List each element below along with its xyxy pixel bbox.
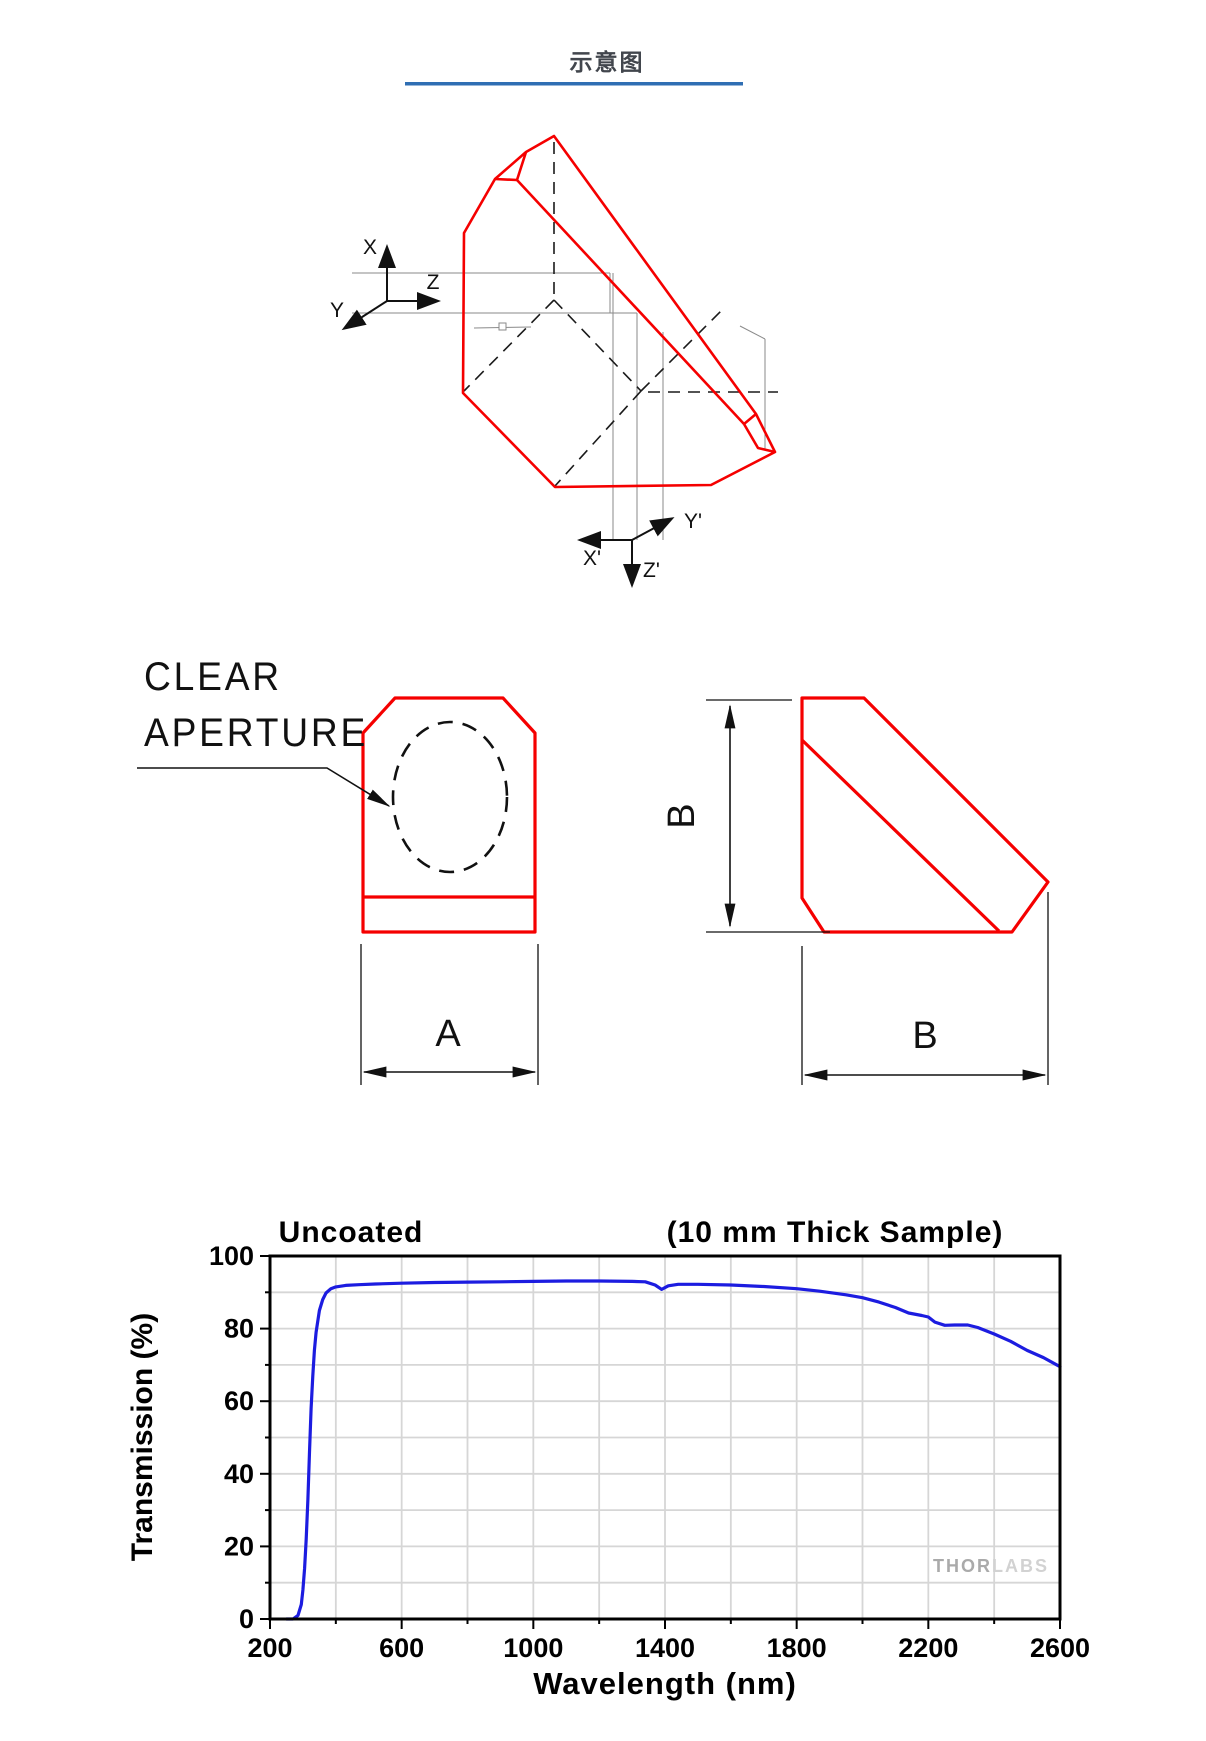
hidden-edges bbox=[463, 142, 778, 487]
watermark-bold-part: THOR bbox=[933, 1556, 992, 1576]
clear-aperture-leader-line bbox=[137, 767, 391, 807]
clear-aperture-ellipse bbox=[391, 720, 509, 874]
x-tick-label: 1800 bbox=[767, 1633, 827, 1663]
axis-label-z: Z bbox=[427, 271, 440, 294]
side-view-outline bbox=[800, 696, 1050, 934]
transmission-chart: Uncoated (10 mm Thick Sample) Transmissi… bbox=[126, 1216, 1090, 1701]
dimension-b-vertical: B bbox=[661, 699, 830, 933]
title-underline bbox=[405, 82, 743, 86]
axes-xyz-prime bbox=[577, 517, 675, 588]
side-view: B B bbox=[661, 696, 1050, 1085]
y-tick-label: 100 bbox=[209, 1241, 254, 1271]
prism-outline bbox=[461, 134, 777, 489]
axis-label-z-prime: Z' bbox=[643, 559, 660, 582]
transmission-curve bbox=[284, 1279, 1062, 1621]
axis-label-y: Y bbox=[330, 299, 344, 322]
chart-x-axis-title: Wavelength (nm) bbox=[533, 1666, 797, 1701]
thorlabs-watermark: THORLABS bbox=[933, 1556, 1049, 1576]
x-tick-label: 1000 bbox=[503, 1633, 563, 1663]
y-tick-label: 40 bbox=[224, 1459, 254, 1489]
y-tick-label: 0 bbox=[239, 1604, 254, 1634]
dimension-a: A bbox=[360, 944, 539, 1085]
dim-label-b-vertical: B bbox=[661, 803, 703, 828]
front-view: CLEAR APERTURE A bbox=[137, 655, 539, 1085]
y-tick-label: 20 bbox=[224, 1531, 254, 1561]
chart-y-tick-labels: 0 20 40 60 80 100 bbox=[209, 1241, 254, 1634]
x-tick-label: 2200 bbox=[898, 1633, 958, 1663]
series-uncoated-(10-mm-thick-sample) bbox=[284, 1279, 1062, 1621]
page-title: 示意图 bbox=[570, 49, 645, 75]
watermark-light-part: LABS bbox=[992, 1556, 1049, 1576]
chart-title-right: (10 mm Thick Sample) bbox=[667, 1216, 1004, 1249]
prism-3d-view: X Z Y X' Y' Z' bbox=[330, 134, 778, 588]
x-tick-label: 600 bbox=[379, 1633, 424, 1663]
chart-x-tick-labels: 200 600 1000 1400 1800 2200 2600 bbox=[247, 1633, 1090, 1663]
dimension-b-horizontal: B bbox=[801, 892, 1049, 1085]
dim-label-b-horizontal: B bbox=[912, 1015, 937, 1057]
y-tick-label: 60 bbox=[224, 1386, 254, 1416]
axis-label-x-prime: X' bbox=[583, 547, 601, 570]
dim-label-a: A bbox=[435, 1013, 461, 1055]
chart-y-axis-title: Transmission (%) bbox=[126, 1313, 159, 1561]
chart-plot-frame bbox=[268, 1254, 1062, 1621]
axis-label-y-prime: Y' bbox=[684, 510, 702, 533]
clear-aperture-label-line2: APERTURE bbox=[144, 711, 368, 756]
x-tick-label: 1400 bbox=[635, 1633, 695, 1663]
front-view-outline bbox=[361, 696, 537, 934]
y-tick-label: 80 bbox=[224, 1314, 254, 1344]
chart-title-left: Uncoated bbox=[279, 1216, 424, 1249]
clear-aperture-label-line1: CLEAR bbox=[144, 655, 282, 700]
x-tick-label: 2600 bbox=[1030, 1633, 1090, 1663]
axes-xyz bbox=[341, 244, 441, 331]
axis-label-x: X bbox=[363, 236, 377, 259]
x-tick-label: 200 bbox=[247, 1633, 292, 1663]
chart-gridlines bbox=[270, 1256, 1060, 1619]
construction-lines bbox=[352, 272, 766, 540]
